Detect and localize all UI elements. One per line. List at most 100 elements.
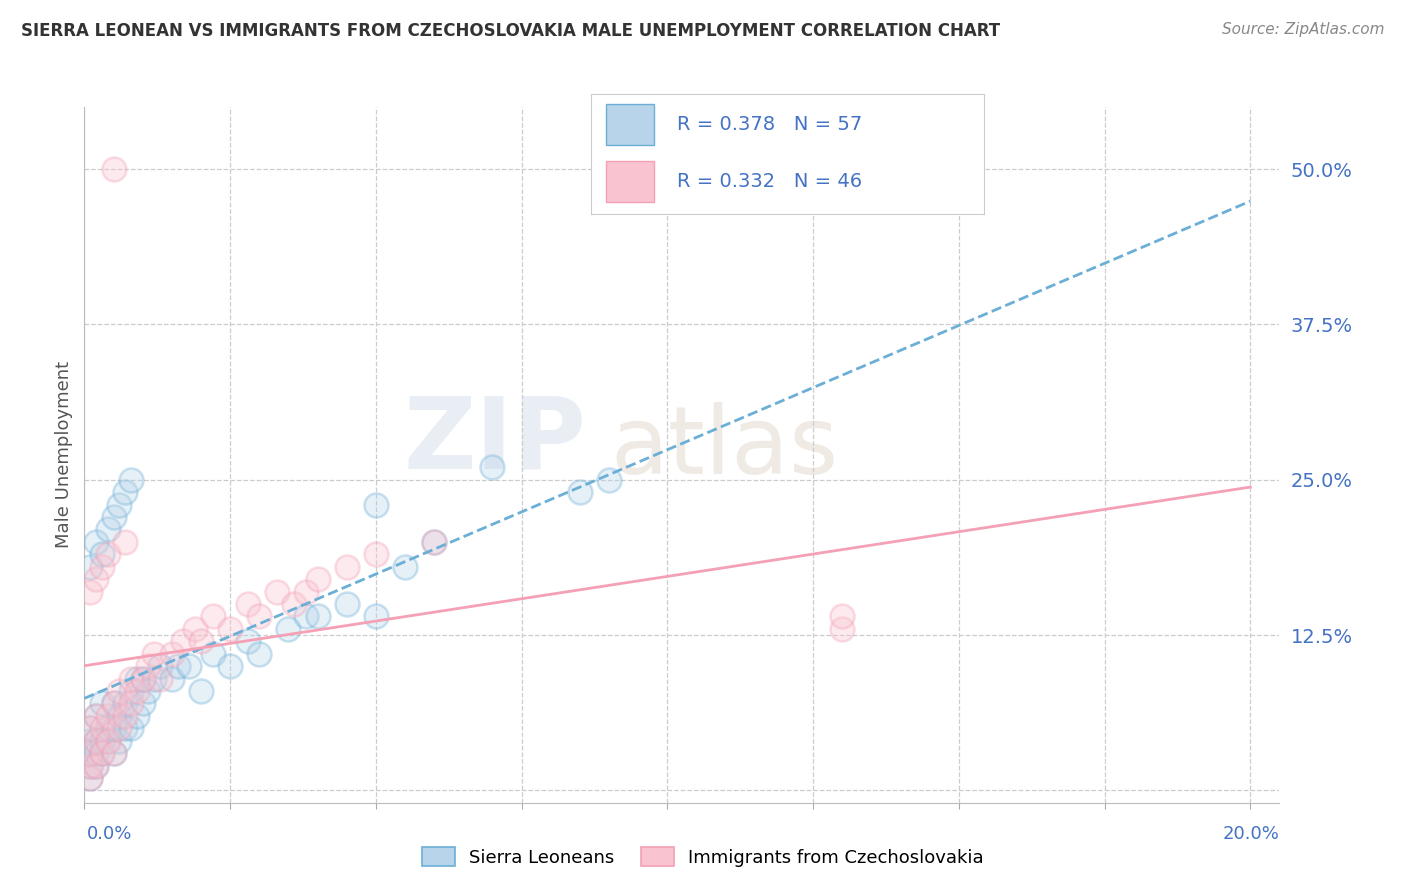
Point [166, 659, 188, 673]
Point [236, 597, 259, 611]
Point [90, 697, 112, 711]
Point [190, 684, 212, 698]
Point [84, 572, 107, 586]
Point [364, 547, 387, 561]
Point [336, 597, 359, 611]
Point [84, 708, 107, 723]
Point [120, 697, 142, 711]
Point [79, 721, 101, 735]
Point [247, 609, 270, 624]
Text: R = 0.332   N = 46: R = 0.332 N = 46 [678, 172, 862, 191]
Point [108, 708, 131, 723]
Point [394, 559, 416, 574]
Point [120, 672, 142, 686]
Point [79, 559, 101, 574]
Point [295, 609, 318, 624]
Point [79, 758, 101, 772]
Point [103, 721, 125, 735]
Point [149, 672, 172, 686]
Point [236, 634, 259, 648]
Point [84, 746, 107, 760]
Point [84, 708, 107, 723]
Text: R = 0.378   N = 57: R = 0.378 N = 57 [678, 115, 862, 135]
Point [120, 684, 142, 698]
Point [423, 534, 446, 549]
Point [247, 647, 270, 661]
Point [103, 746, 125, 760]
Point [184, 622, 207, 636]
Text: atlas: atlas [610, 402, 838, 494]
Point [97, 733, 120, 747]
Point [108, 498, 131, 512]
Point [79, 771, 101, 785]
Point [138, 684, 160, 698]
Point [90, 733, 112, 747]
Point [97, 523, 120, 537]
Point [172, 634, 194, 648]
Point [103, 162, 125, 177]
Point [143, 647, 166, 661]
Point [84, 758, 107, 772]
Point [131, 697, 153, 711]
Point [97, 721, 120, 735]
Point [90, 721, 112, 735]
Point [307, 572, 329, 586]
Point [97, 547, 120, 561]
Text: Source: ZipAtlas.com: Source: ZipAtlas.com [1222, 22, 1385, 37]
Point [277, 622, 299, 636]
Point [79, 733, 101, 747]
Y-axis label: Male Unemployment: Male Unemployment [55, 361, 73, 549]
Point [90, 746, 112, 760]
Point [114, 697, 136, 711]
Legend: Sierra Leoneans, Immigrants from Czechoslovakia: Sierra Leoneans, Immigrants from Czechos… [415, 840, 991, 874]
Point [190, 634, 212, 648]
Point [79, 771, 101, 785]
Point [131, 672, 153, 686]
Point [114, 721, 136, 735]
Point [108, 684, 131, 698]
Point [79, 746, 101, 760]
Point [266, 584, 288, 599]
Point [125, 684, 148, 698]
Point [79, 746, 101, 760]
Point [364, 498, 387, 512]
Point [423, 534, 446, 549]
Point [90, 547, 112, 561]
Point [160, 672, 183, 686]
Point [201, 647, 224, 661]
Point [131, 672, 153, 686]
Point [79, 721, 101, 735]
Point [84, 733, 107, 747]
Point [307, 609, 329, 624]
Point [179, 659, 201, 673]
Point [125, 708, 148, 723]
Text: 0.0%: 0.0% [87, 825, 132, 843]
Point [114, 534, 136, 549]
Point [138, 659, 160, 673]
Point [219, 622, 242, 636]
Point [103, 510, 125, 524]
Point [143, 672, 166, 686]
Point [481, 460, 503, 475]
Point [103, 697, 125, 711]
Point [84, 758, 107, 772]
Point [283, 597, 305, 611]
Point [97, 733, 120, 747]
Point [219, 659, 242, 673]
Point [120, 721, 142, 735]
Point [79, 584, 101, 599]
Point [90, 746, 112, 760]
Point [114, 708, 136, 723]
Point [201, 609, 224, 624]
Point [90, 559, 112, 574]
Point [831, 622, 853, 636]
Point [84, 733, 107, 747]
Point [97, 708, 120, 723]
Point [108, 733, 131, 747]
Point [125, 672, 148, 686]
Point [364, 609, 387, 624]
Point [149, 659, 172, 673]
Point [103, 746, 125, 760]
Point [160, 647, 183, 661]
Point [295, 584, 318, 599]
